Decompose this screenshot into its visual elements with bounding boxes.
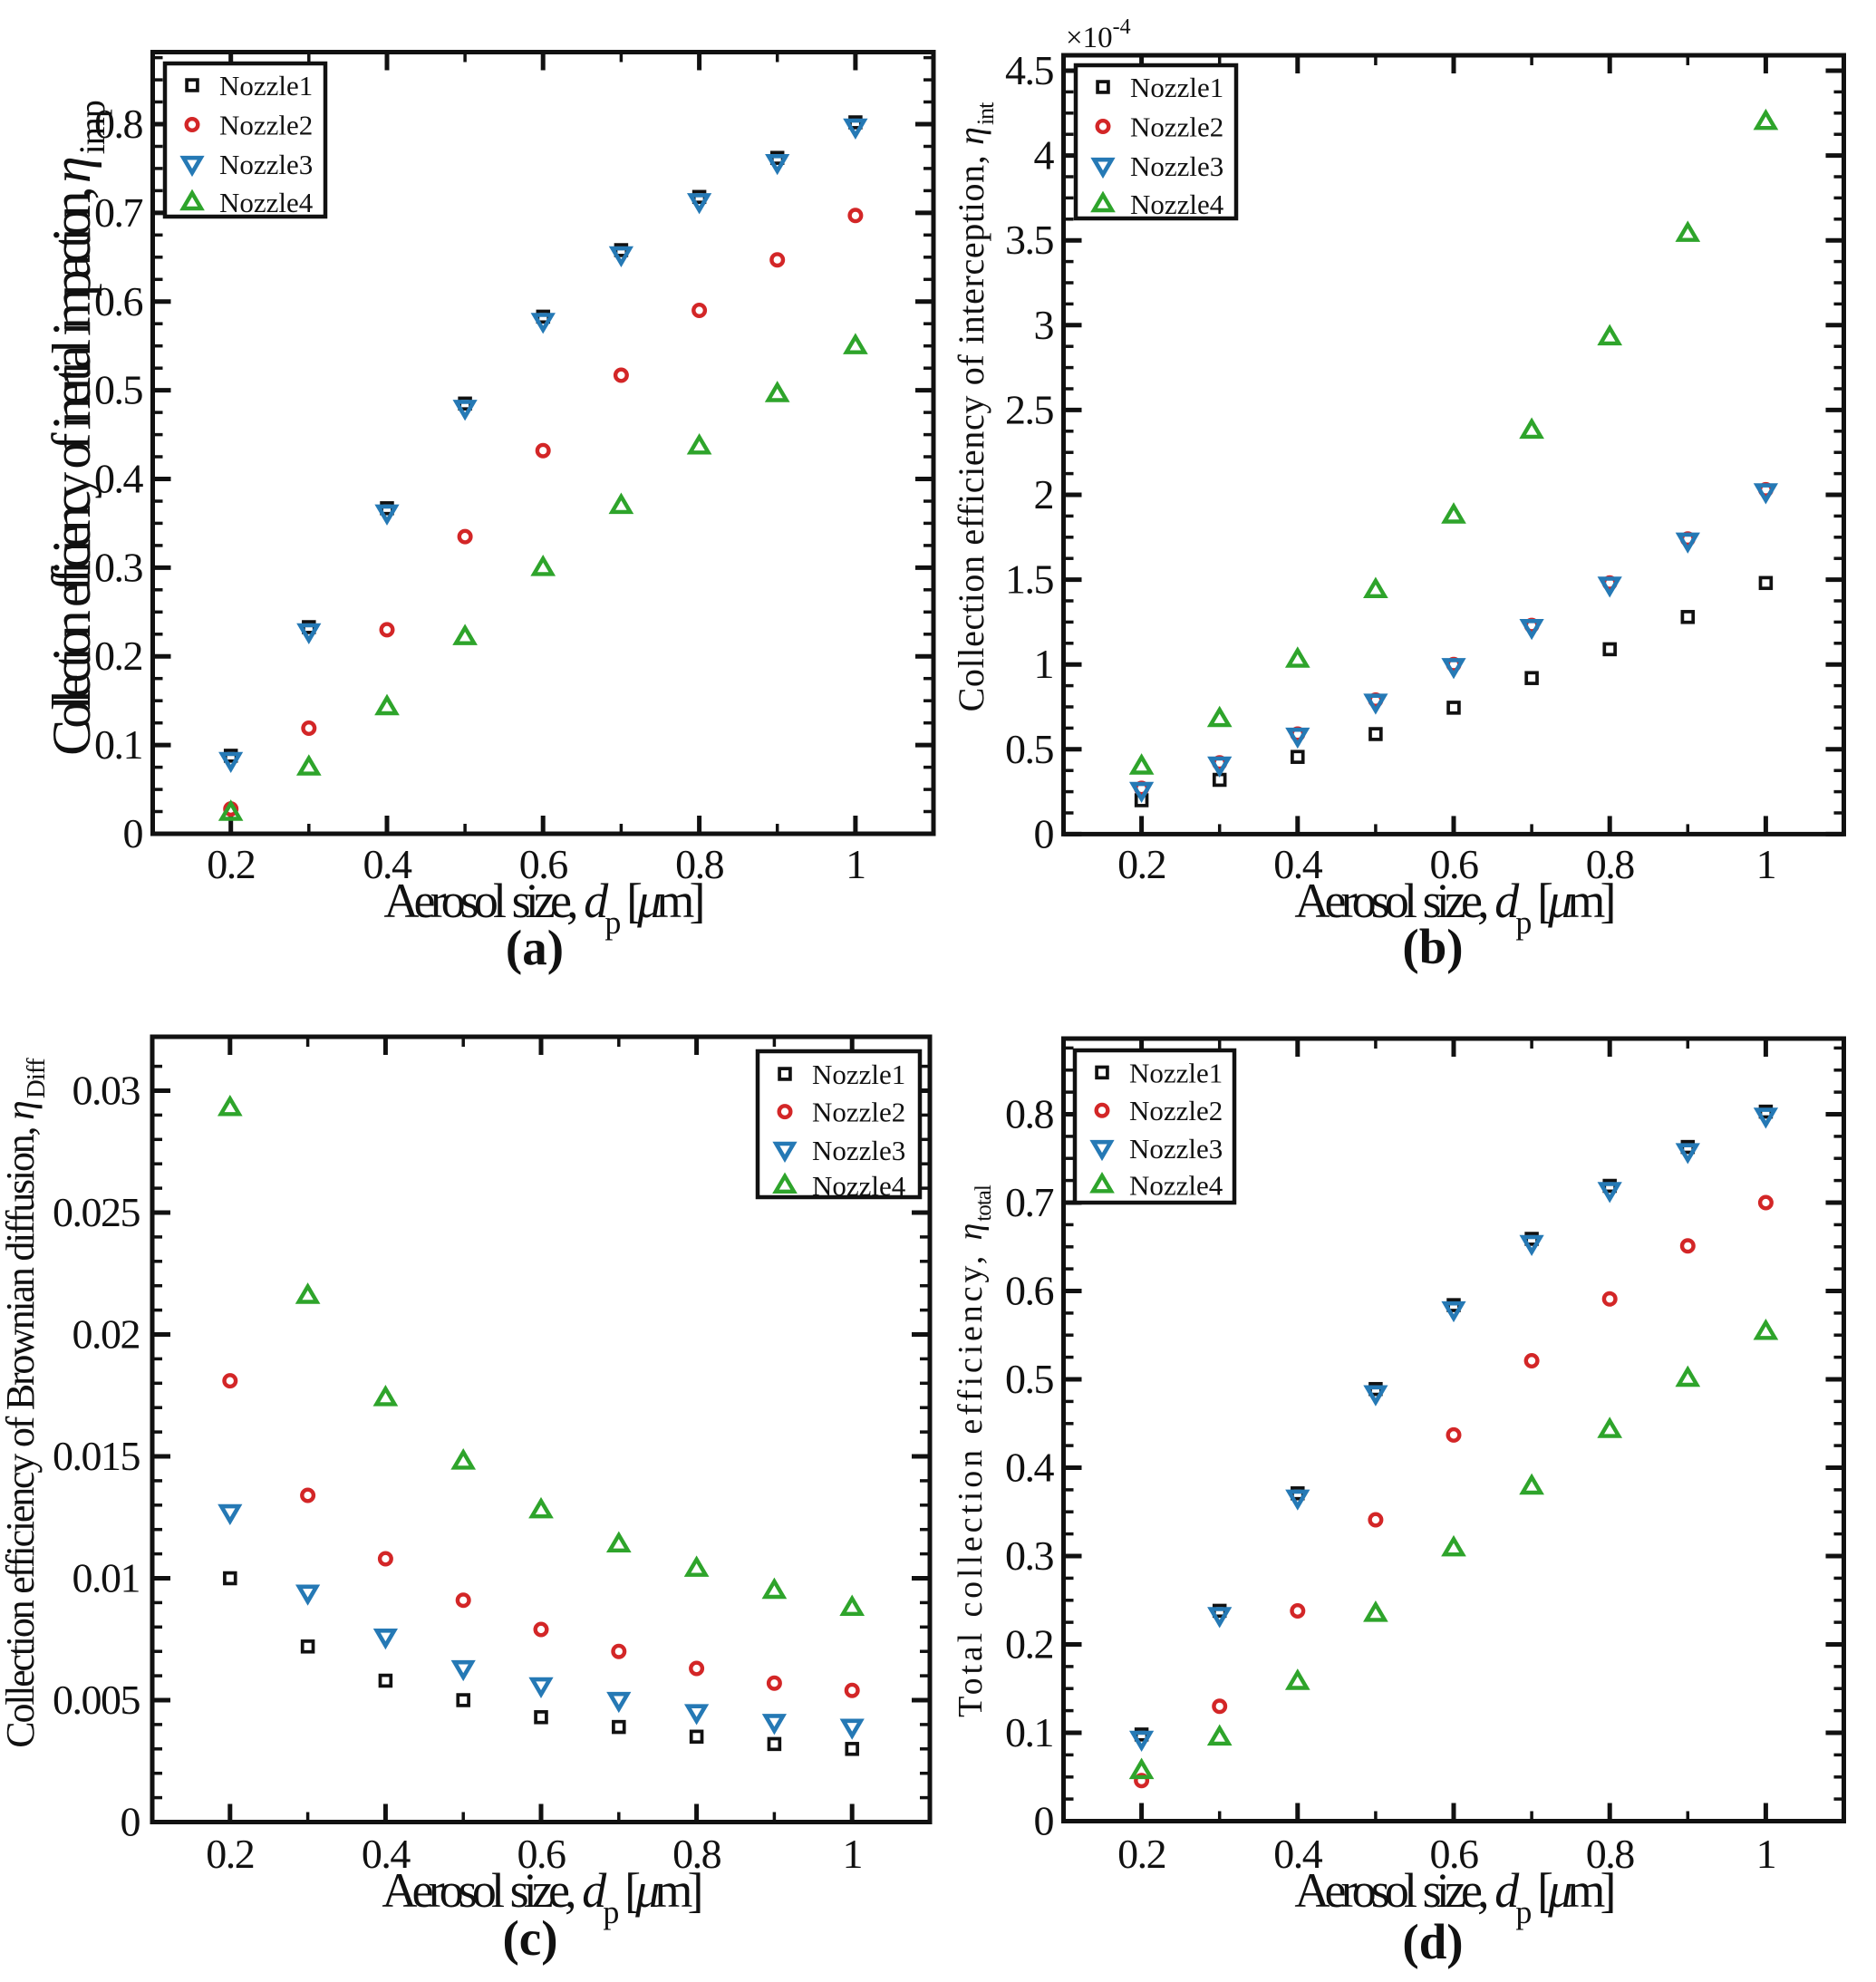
svg-text:Nozzle2: Nozzle2 [219,110,313,141]
svg-text:Nozzle3: Nozzle3 [812,1135,905,1166]
svg-text:Collection efficiency of inert: Collection efficiency of inertial impact… [42,101,112,756]
svg-text:0: 0 [1034,810,1054,856]
svg-text:0.4: 0.4 [1005,1445,1055,1491]
svg-text:0.6: 0.6 [1005,1268,1054,1314]
svg-text:0.8: 0.8 [1005,1091,1054,1137]
svg-text:0.2: 0.2 [206,1831,254,1877]
svg-text:0.6: 0.6 [1430,841,1479,887]
svg-text:1: 1 [846,841,865,887]
svg-text:Nozzle1: Nozzle1 [812,1059,905,1090]
svg-text:2: 2 [1034,471,1054,517]
svg-text:1: 1 [1756,841,1776,887]
svg-text:4.5: 4.5 [1005,47,1054,93]
svg-text:0.4: 0.4 [94,456,144,502]
svg-text:0.025: 0.025 [53,1189,140,1235]
svg-text:Nozzle3: Nozzle3 [219,149,313,180]
svg-text:0.2: 0.2 [1117,1831,1165,1877]
svg-text:0.8: 0.8 [94,101,143,147]
svg-text:0.2: 0.2 [1117,841,1165,887]
svg-text:0.8: 0.8 [672,1831,721,1877]
svg-text:0.03: 0.03 [73,1068,140,1114]
svg-text:Nozzle1: Nozzle1 [219,70,313,102]
svg-text:Nozzle4: Nozzle4 [1130,189,1224,220]
svg-text:0: 0 [121,1799,140,1845]
svg-text:Nozzle1: Nozzle1 [1129,1057,1223,1088]
svg-text:0.6: 0.6 [519,841,568,887]
svg-text:Nozzle1: Nozzle1 [1130,72,1223,103]
svg-text:Nozzle4: Nozzle4 [1129,1169,1223,1201]
svg-text:0.7: 0.7 [1005,1179,1054,1225]
svg-text:0.8: 0.8 [1586,841,1635,887]
svg-text:Nozzle4: Nozzle4 [812,1170,906,1202]
svg-text:0.8: 0.8 [1586,1831,1635,1877]
svg-text:0.02: 0.02 [73,1311,140,1358]
svg-text:0.1: 0.1 [1005,1709,1053,1755]
svg-text:0.6: 0.6 [1430,1831,1479,1877]
svg-text:0.1: 0.1 [94,721,142,768]
svg-text:Nozzle2: Nozzle2 [812,1097,905,1128]
svg-text:0.4: 0.4 [1273,841,1323,887]
svg-text:3.5: 3.5 [1005,217,1054,263]
svg-text:Nozzle2: Nozzle2 [1129,1095,1223,1126]
svg-text:1: 1 [842,1831,862,1877]
svg-text:0.6: 0.6 [94,278,143,324]
svg-text:(a): (a) [506,920,564,975]
svg-text:Collection efficiency of Brown: Collection efficiency of Brownian diffus… [0,1058,51,1748]
svg-text:0.4: 0.4 [363,841,413,887]
svg-text:Nozzle2: Nozzle2 [1130,111,1223,143]
svg-text:0.4: 0.4 [1273,1831,1323,1877]
svg-text:0.2: 0.2 [94,633,142,679]
svg-text:3: 3 [1034,302,1054,348]
svg-text:(c): (c) [502,1910,557,1966]
svg-text:0.015: 0.015 [53,1433,140,1479]
svg-text:(b): (b) [1402,919,1463,974]
svg-text:0.8: 0.8 [675,841,724,887]
svg-text:2.5: 2.5 [1005,386,1054,432]
svg-text:0.3: 0.3 [94,544,143,590]
svg-text:0.01: 0.01 [73,1555,140,1601]
svg-text:1: 1 [1034,641,1054,687]
svg-text:0.2: 0.2 [207,841,255,887]
svg-text:4: 4 [1034,132,1055,179]
svg-text:Collection efficiency of inter: Collection efficiency of interception, η… [951,102,999,712]
svg-text:0: 0 [123,810,143,856]
svg-text:0.7: 0.7 [94,189,143,236]
svg-text:0.5: 0.5 [1005,1356,1054,1402]
svg-text:0: 0 [1034,1798,1054,1844]
svg-text:0.4: 0.4 [362,1831,411,1877]
svg-text:0.3: 0.3 [1005,1532,1054,1579]
svg-text:Total collection efficiency, η: Total collection efficiency, ηtotal [952,1184,996,1717]
svg-text:Nozzle4: Nozzle4 [219,187,314,218]
svg-text:0.005: 0.005 [53,1677,140,1723]
svg-text:0.2: 0.2 [1005,1621,1053,1668]
svg-text:1.5: 1.5 [1005,556,1054,603]
svg-text:Nozzle3: Nozzle3 [1129,1133,1223,1165]
svg-text:1: 1 [1756,1831,1776,1877]
svg-text:Nozzle3: Nozzle3 [1130,150,1223,182]
svg-text:(d): (d) [1402,1914,1463,1969]
svg-text:0.6: 0.6 [517,1831,566,1877]
svg-text:0.5: 0.5 [94,367,143,413]
svg-text:0.5: 0.5 [1005,726,1054,772]
